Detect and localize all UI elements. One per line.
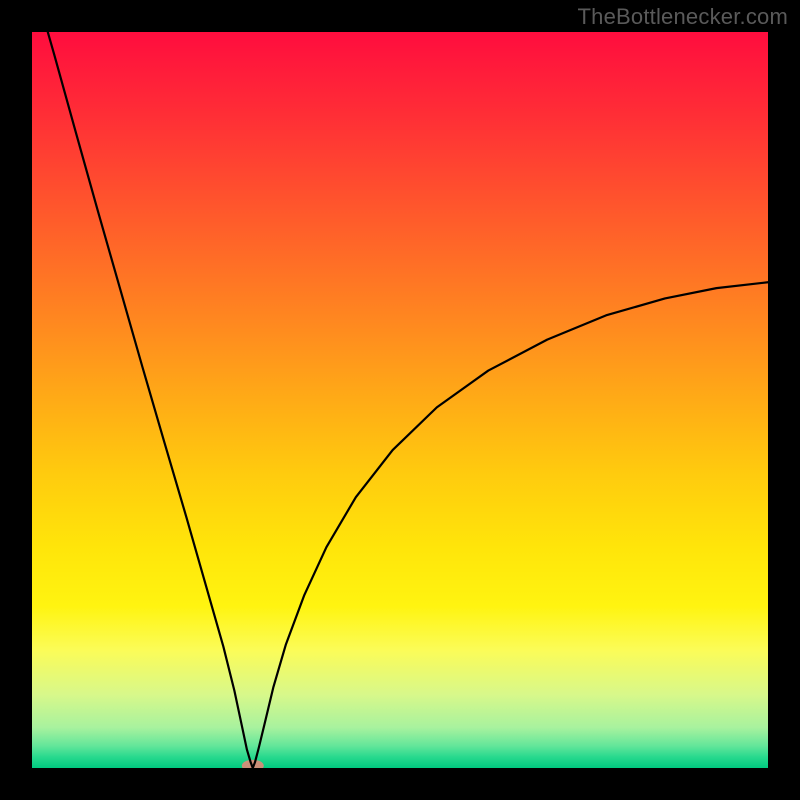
plot-background bbox=[32, 32, 768, 768]
bottleneck-chart bbox=[0, 0, 800, 800]
chart-container: TheBottlenecker.com bbox=[0, 0, 800, 800]
watermark-text: TheBottlenecker.com bbox=[578, 4, 788, 30]
